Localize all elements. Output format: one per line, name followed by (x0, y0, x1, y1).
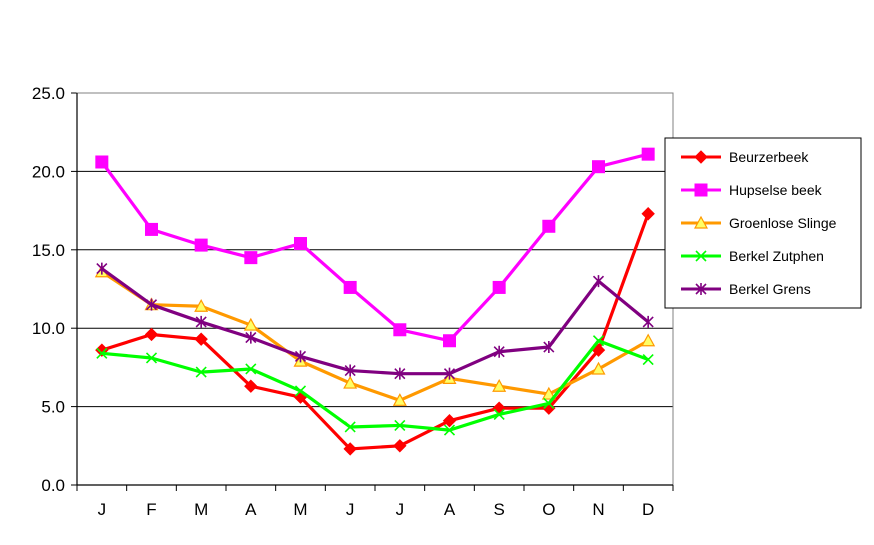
data-point (96, 262, 108, 275)
data-point (343, 375, 358, 389)
data-point (492, 378, 507, 392)
y-tick-label: 10.0 (32, 319, 65, 338)
legend-label: Berkel Zutphen (729, 248, 824, 264)
y-tick-label: 25.0 (32, 84, 65, 103)
data-point (195, 315, 207, 328)
data-point (343, 280, 357, 294)
legend-label: Berkel Grens (729, 281, 811, 297)
data-point (393, 323, 407, 337)
x-tick-label: M (194, 500, 208, 519)
data-point (392, 393, 407, 406)
x-tick-label: O (542, 500, 555, 519)
data-point (542, 219, 556, 233)
legend-entry: Berkel Grens (681, 281, 811, 297)
x-tick-label: J (396, 500, 405, 519)
data-point (541, 386, 556, 400)
legend-label: Beurzerbeek (729, 149, 809, 165)
data-point (641, 207, 655, 221)
data-point (344, 364, 356, 377)
data-point (591, 361, 606, 375)
series-lines (94, 147, 656, 456)
data-point (641, 333, 656, 347)
data-point (493, 345, 505, 358)
data-point (642, 353, 654, 366)
data-point (343, 442, 357, 456)
data-point (641, 147, 655, 161)
x-tick-label: A (444, 500, 456, 519)
series-line (100, 270, 649, 402)
legend-entry: Groenlose Slinge (681, 215, 837, 231)
data-point (443, 367, 456, 380)
data-point (144, 327, 159, 342)
legend-entry: Berkel Zutphen (681, 248, 824, 264)
data-point (493, 408, 505, 421)
data-point (96, 347, 108, 359)
y-tick-label: 15.0 (32, 241, 65, 260)
x-tick-label: A (245, 500, 257, 519)
data-point (695, 283, 707, 295)
legend: Beurzerbeek Hupselse beek Groenlose Slinge… (664, 137, 862, 309)
x-tick-label: J (346, 500, 355, 519)
data-point (245, 331, 257, 344)
x-tick-label: D (642, 500, 654, 519)
data-point (443, 334, 456, 348)
data-point (244, 379, 258, 393)
data-point (394, 419, 406, 431)
data-point (393, 439, 407, 453)
data-point (442, 414, 457, 428)
data-point (642, 315, 654, 328)
data-point (543, 397, 555, 410)
data-point (145, 222, 158, 236)
x-tick-label: F (146, 500, 156, 519)
x-tick-label: J (98, 500, 107, 519)
data-point (694, 183, 708, 197)
legend-entry: Beurzerbeek (681, 149, 809, 165)
x-tick-label: N (592, 500, 604, 519)
data-point (195, 366, 207, 378)
series-berkel-grens (96, 262, 654, 380)
data-point (294, 350, 307, 363)
series-hupselse-beek (95, 147, 655, 348)
y-tick-label: 20.0 (32, 162, 65, 181)
x-tick-label: S (493, 500, 504, 519)
series-line (101, 339, 649, 432)
y-tick-label: 0.0 (41, 476, 65, 495)
data-point (492, 280, 506, 294)
axes: 0.0 5.0 10.0 15.0 20.0 25.0 J F M A M J J A S O N D (32, 84, 674, 519)
data-point (244, 251, 258, 265)
data-point (95, 155, 109, 169)
data-point (243, 317, 258, 331)
data-point (245, 363, 257, 375)
data-point (294, 237, 307, 251)
data-point (394, 367, 406, 380)
x-tick-label: M (293, 500, 307, 519)
data-point (145, 298, 158, 311)
series-line (100, 152, 649, 343)
data-point (443, 424, 456, 436)
data-point (695, 250, 707, 262)
data-point (194, 332, 208, 346)
series-line (101, 213, 650, 451)
legend-entry: Hupselse beek (681, 182, 823, 198)
data-point (145, 352, 158, 364)
data-point (592, 160, 605, 174)
data-point (344, 421, 356, 433)
data-point (592, 275, 605, 288)
series-line (100, 267, 650, 376)
data-point (694, 150, 708, 164)
data-point (294, 385, 307, 397)
y-tick-label: 5.0 (41, 398, 65, 417)
series-beurzerbeek (95, 207, 655, 456)
data-point (693, 215, 709, 229)
legend-label: Groenlose Slinge (729, 215, 837, 231)
data-point (543, 341, 555, 354)
legend-label: Hupselse beek (729, 182, 823, 198)
data-point (194, 298, 209, 312)
data-point (592, 335, 605, 347)
data-point (194, 238, 208, 252)
series-berkel-zutphen (96, 335, 654, 436)
